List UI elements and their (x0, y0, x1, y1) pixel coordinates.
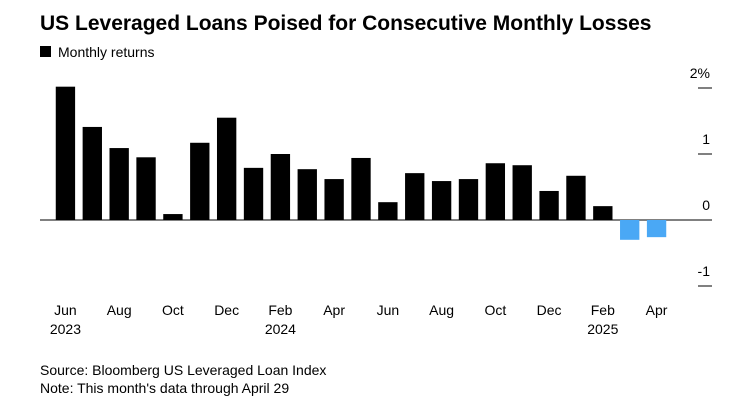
y-tick-label: 0 (702, 197, 710, 213)
bar (136, 157, 156, 220)
bar (405, 173, 425, 220)
bar (539, 190, 559, 220)
x-tick-label: Aug (429, 302, 454, 318)
bar (216, 117, 237, 220)
bar (485, 163, 506, 220)
x-tick-label: Aug (107, 302, 132, 318)
x-tick-label: Dec (537, 302, 562, 318)
x-year-label: 2024 (265, 321, 296, 337)
bar (190, 142, 210, 220)
bar (163, 214, 183, 220)
bar (109, 148, 129, 220)
bar (646, 220, 667, 238)
x-tick-label: Feb (268, 302, 292, 318)
x-tick-label: Oct (484, 302, 506, 318)
bar (270, 154, 291, 220)
bar (378, 202, 398, 220)
x-tick-label: Feb (591, 302, 615, 318)
legend-label: Monthly returns (58, 44, 154, 60)
x-tick-label: Apr (646, 302, 668, 318)
y-tick-label: 1 (702, 131, 710, 147)
bar (324, 179, 344, 220)
x-tick-label: Oct (162, 302, 184, 318)
bar (82, 126, 102, 220)
x-year-label: 2025 (587, 321, 618, 337)
bar (55, 86, 76, 221)
bar (243, 167, 264, 220)
bar (620, 220, 640, 240)
note: Note: This month's data through April 29 (40, 380, 289, 396)
bar (458, 179, 479, 220)
bar (593, 206, 613, 220)
legend-swatch (40, 46, 51, 57)
x-tick-label: Jun (54, 302, 77, 318)
source: Source: Bloomberg US Leveraged Loan Inde… (40, 362, 326, 378)
bar (297, 169, 317, 220)
bar (351, 157, 371, 220)
x-tick-label: Jun (377, 302, 400, 318)
x-tick-label: Dec (214, 302, 239, 318)
bar (566, 175, 586, 220)
x-year-label: 2023 (50, 321, 81, 337)
bar (512, 165, 532, 220)
bar (431, 181, 452, 220)
y-tick-label: 2% (690, 65, 710, 81)
y-tick-label: -1 (698, 263, 711, 279)
x-tick-label: Apr (323, 302, 345, 318)
chart-title: US Leveraged Loans Poised for Consecutiv… (40, 12, 651, 35)
